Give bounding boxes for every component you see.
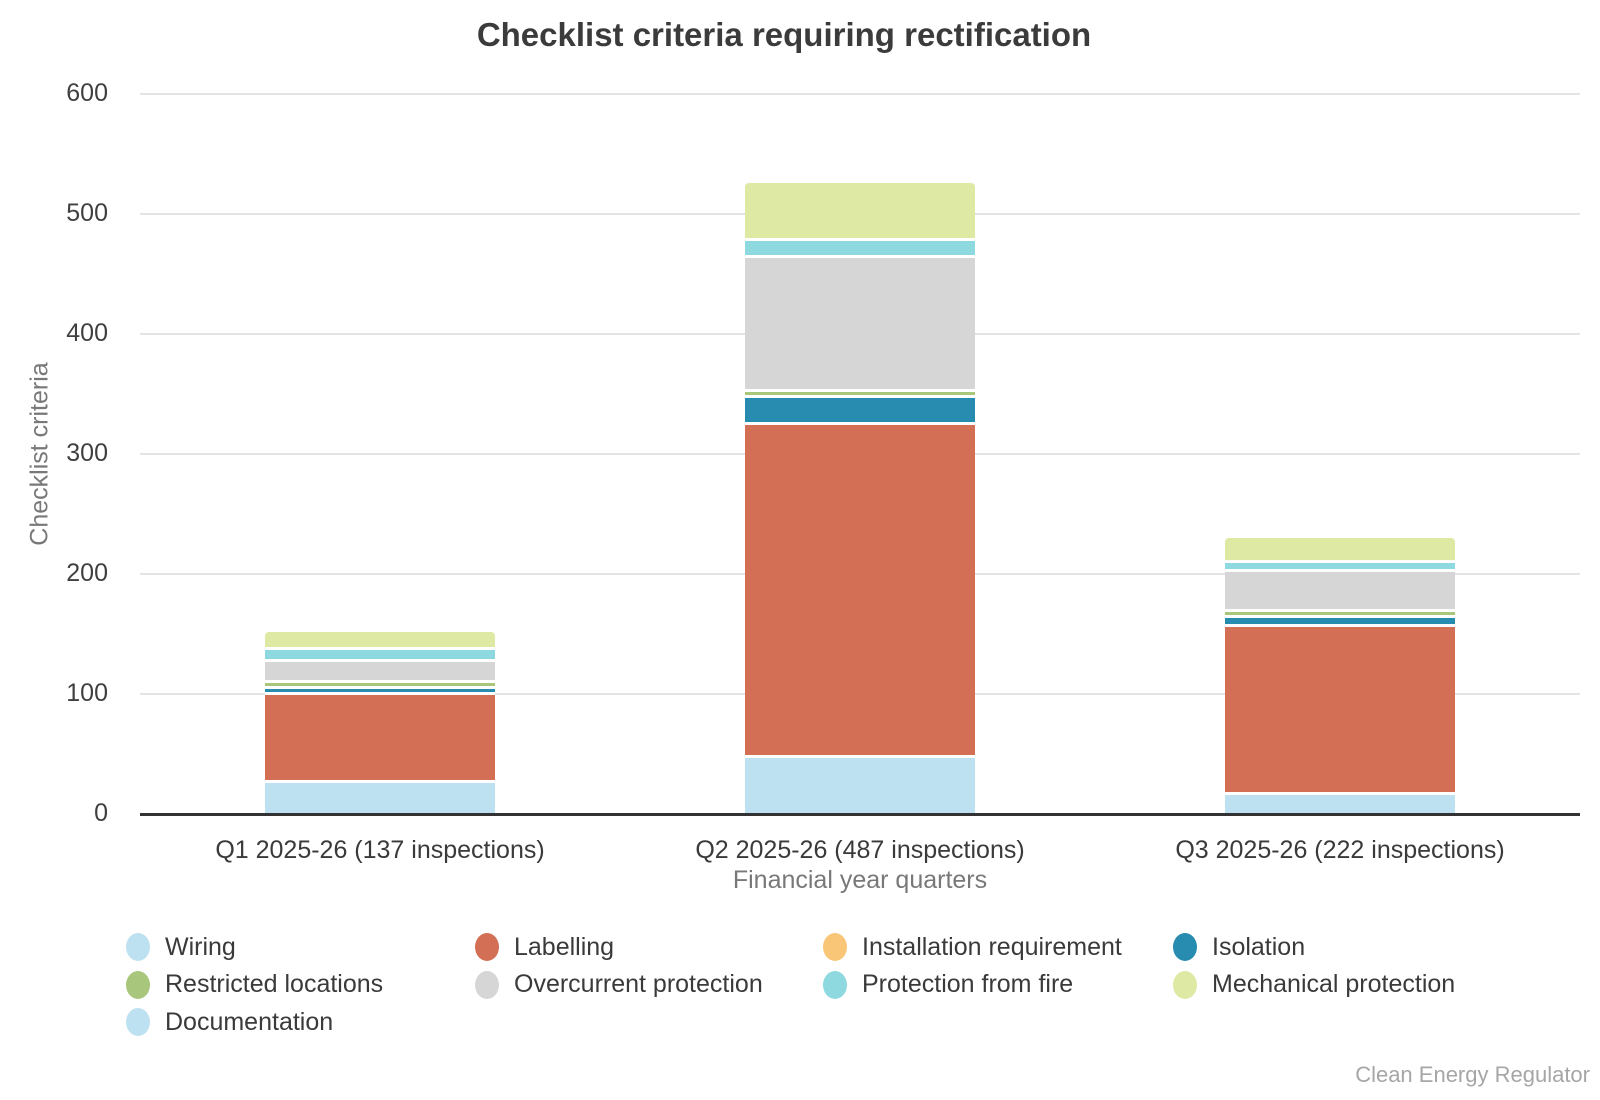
x-tick-label: Q1 2025-26 (137 inspections) (215, 836, 545, 864)
bar-segment-labelling[interactable] (745, 421, 975, 756)
x-axis-line (140, 813, 1580, 816)
legend-swatch-icon (126, 970, 150, 999)
legend-swatch-icon (823, 933, 847, 961)
legend-swatch-icon (1173, 970, 1197, 999)
legend-label: Isolation (1212, 932, 1306, 961)
legend-item-wiring: Wiring (126, 932, 236, 962)
y-tick-label: 600 (66, 79, 108, 107)
legend-label: Documentation (165, 1007, 334, 1036)
legend-item-restricted-locations: Restricted locations (126, 970, 383, 1000)
y-tick-label: 200 (66, 559, 108, 587)
bar-segment-labelling[interactable] (265, 691, 495, 781)
y-tick-label: 400 (66, 319, 108, 347)
bar-segment-overcurrent-protection[interactable] (745, 254, 975, 390)
legend-swatch-icon (126, 933, 150, 961)
legend-item-labelling: Labelling (475, 932, 614, 962)
legend-label: Wiring (165, 932, 236, 961)
legend-swatch-icon (475, 970, 499, 999)
bar-segment-restricted-locations[interactable] (745, 389, 975, 396)
attribution-text: Clean Energy Regulator (1355, 1062, 1590, 1087)
bar-segment-overcurrent-protection[interactable] (265, 659, 495, 680)
chart-title: Checklist criteria requiring rectificati… (476, 16, 1092, 53)
bar-segment-restricted-locations[interactable] (1225, 608, 1455, 615)
legend-swatch-icon (475, 933, 499, 961)
stacked-bar (745, 94, 975, 814)
bar-segment-isolation[interactable] (745, 395, 975, 422)
legend-item-installation-requirement: Installation requirement (823, 932, 1122, 962)
legend-label: Overcurrent protection (514, 970, 763, 998)
legend-swatch-icon (823, 970, 847, 999)
bar-segment-wiring[interactable] (1225, 792, 1455, 814)
bar-segment-isolation[interactable] (1225, 614, 1455, 625)
legend-label: Installation requirement (862, 932, 1122, 961)
bar-segment-protection-from-fire[interactable] (265, 647, 495, 660)
bar-segment-protection-from-fire[interactable] (745, 238, 975, 255)
stacked-bar (265, 94, 495, 814)
legend-item-documentation: Documentation (126, 1007, 333, 1037)
legend-item-isolation: Isolation (1173, 932, 1305, 962)
legend-label: Restricted locations (165, 970, 384, 998)
x-tick-label: Q3 2025-26 (222 inspections) (1175, 836, 1505, 864)
legend-label: Mechanical protection (1212, 970, 1456, 998)
y-tick-label: 100 (66, 679, 108, 707)
bar-segment-isolation[interactable] (265, 685, 495, 692)
legend-swatch-icon (1173, 933, 1197, 961)
legend-item-protection-from-fire: Protection from fire (823, 970, 1073, 1000)
stacked-bar (1225, 94, 1455, 814)
y-tick-label: 300 (66, 439, 108, 467)
legend-label: Protection from fire (862, 970, 1074, 998)
bar-segment-protection-from-fire[interactable] (1225, 559, 1455, 570)
gridline (140, 93, 1580, 95)
bar-segment-mechanical-protection[interactable] (745, 182, 975, 238)
bar-segment-mechanical-protection[interactable] (1225, 538, 1455, 560)
x-axis-title: Financial year quarters (732, 866, 988, 894)
bar-segment-labelling[interactable] (1225, 624, 1455, 793)
bar-segment-wiring[interactable] (745, 755, 975, 814)
y-tick-label: 0 (94, 799, 108, 827)
bar-segment-wiring[interactable] (265, 780, 495, 814)
legend-label: Labelling (514, 932, 615, 961)
bar-segment-overcurrent-protection[interactable] (1225, 569, 1455, 609)
bar-segment-restricted-locations[interactable] (265, 679, 495, 686)
legend-item-overcurrent-protection: Overcurrent protection (475, 970, 763, 1000)
x-tick-label: Q2 2025-26 (487 inspections) (695, 836, 1025, 864)
y-tick-label: 500 (66, 199, 108, 227)
legend-item-mechanical-protection: Mechanical protection (1173, 970, 1455, 1000)
plot-area (140, 93, 1580, 814)
legend-swatch-icon (126, 1008, 150, 1036)
bar-segment-mechanical-protection[interactable] (265, 631, 495, 648)
